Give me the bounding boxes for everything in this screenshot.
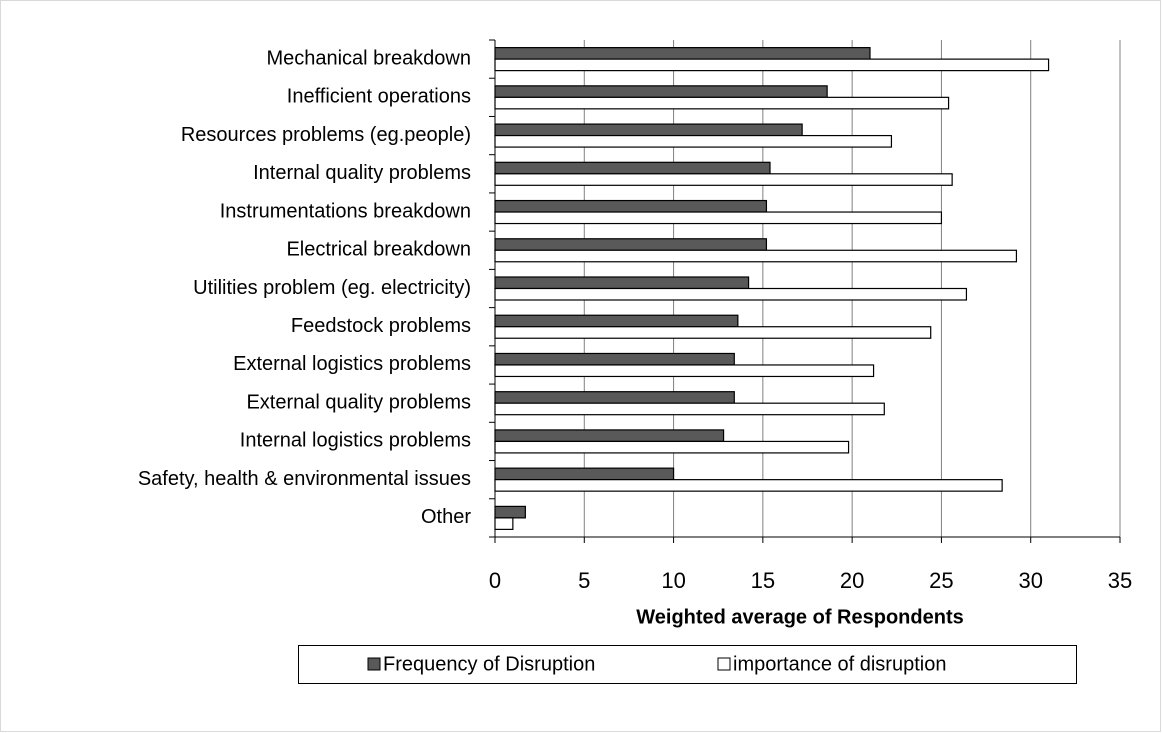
y-tick-label: Instrumentations breakdown	[220, 200, 471, 222]
bar	[494, 85, 828, 98]
bar	[494, 314, 739, 328]
legend-label: Frequency of Disruption	[383, 653, 595, 675]
legend-swatch	[717, 657, 731, 671]
bar	[494, 429, 725, 443]
x-tick-label: 0	[489, 568, 501, 593]
bar	[494, 364, 875, 378]
bar	[494, 238, 768, 251]
bar	[494, 352, 735, 366]
y-tick-label: Mechanical breakdown	[266, 47, 471, 69]
x-tick-label: 35	[1108, 568, 1132, 593]
bar	[494, 276, 750, 290]
bar	[494, 402, 885, 416]
bar	[494, 391, 735, 404]
bar	[494, 47, 871, 60]
x-tick-label: 15	[751, 568, 775, 593]
bar	[494, 173, 953, 186]
bar	[494, 58, 1050, 72]
x-tick-label: 20	[840, 568, 864, 593]
bar	[494, 96, 950, 110]
bar	[494, 199, 768, 213]
bar	[494, 505, 526, 519]
bar	[494, 161, 771, 175]
legend-label: importance of disruption	[733, 653, 946, 675]
y-tick-label: External quality problems	[246, 391, 471, 413]
x-tick-label: 10	[661, 568, 685, 593]
bar	[494, 249, 1018, 263]
bar	[494, 517, 514, 530]
y-tick-label: Feedstock problems	[291, 315, 471, 337]
legend-box	[298, 645, 1077, 684]
x-tick-label: 5	[578, 568, 590, 593]
bar	[494, 467, 675, 481]
y-tick-label: External logistics problems	[233, 353, 471, 375]
bar	[494, 123, 803, 137]
bar	[494, 134, 893, 148]
bar	[494, 479, 1003, 492]
y-tick-label: Inefficient operations	[287, 86, 471, 108]
bar	[494, 326, 932, 339]
legend-swatch	[367, 657, 381, 671]
y-tick-label: Other	[421, 506, 471, 528]
y-tick-label: Internal logistics problems	[240, 430, 471, 452]
x-tick-label: 25	[929, 568, 953, 593]
x-tick-label: 30	[1018, 568, 1042, 593]
y-tick-label: Internal quality problems	[253, 162, 471, 184]
bar	[494, 287, 968, 301]
y-tick-label: Electrical breakdown	[286, 239, 471, 261]
y-tick-label: Resources problems (eg.people)	[181, 124, 471, 146]
bar	[494, 211, 943, 225]
y-tick-label: Safety, health & environmental issues	[138, 468, 471, 490]
x-axis-title: Weighted average of Respondents	[636, 606, 963, 628]
y-tick-label: Utilities problem (eg. electricity)	[193, 277, 471, 299]
bar	[494, 440, 850, 454]
